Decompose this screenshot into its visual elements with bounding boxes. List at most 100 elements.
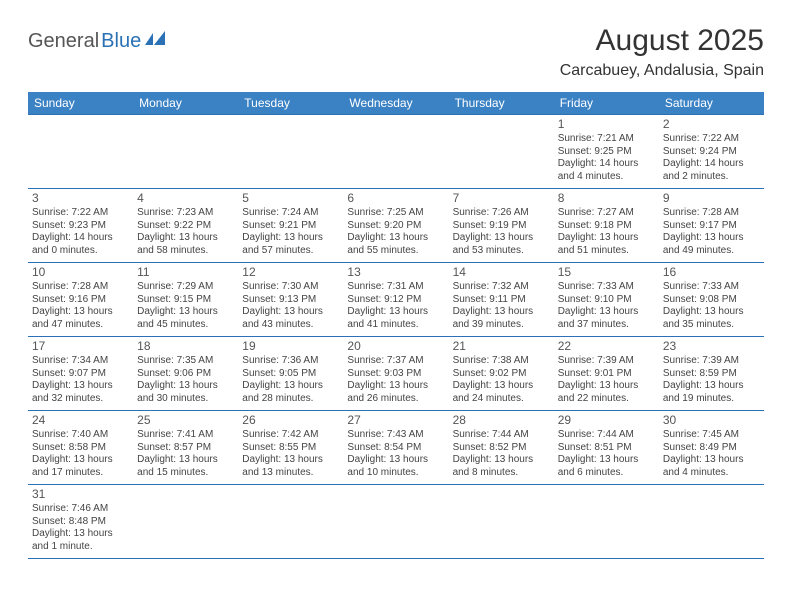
day-number: 12 bbox=[242, 265, 339, 280]
daylight-text: Daylight: 13 hours and 15 minutes. bbox=[137, 454, 234, 479]
sunset-text: Sunset: 9:19 PM bbox=[453, 220, 550, 233]
sunset-text: Sunset: 9:13 PM bbox=[242, 294, 339, 307]
daylight-text: Daylight: 13 hours and 41 minutes. bbox=[347, 306, 444, 331]
daylight-text: Daylight: 13 hours and 53 minutes. bbox=[453, 232, 550, 257]
day-number: 16 bbox=[663, 265, 760, 280]
calendar-day-cell: 22Sunrise: 7:39 AMSunset: 9:01 PMDayligh… bbox=[554, 337, 659, 411]
sunset-text: Sunset: 8:57 PM bbox=[137, 442, 234, 455]
daylight-text: Daylight: 13 hours and 39 minutes. bbox=[453, 306, 550, 331]
sunset-text: Sunset: 9:08 PM bbox=[663, 294, 760, 307]
sunset-text: Sunset: 8:59 PM bbox=[663, 368, 760, 381]
calendar-day-cell bbox=[133, 115, 238, 189]
sunset-text: Sunset: 9:24 PM bbox=[663, 146, 760, 159]
sunrise-text: Sunrise: 7:44 AM bbox=[558, 429, 655, 442]
sunset-text: Sunset: 9:15 PM bbox=[137, 294, 234, 307]
day-number: 6 bbox=[347, 191, 444, 206]
calendar-week-row: 10Sunrise: 7:28 AMSunset: 9:16 PMDayligh… bbox=[28, 263, 764, 337]
sunrise-text: Sunrise: 7:23 AM bbox=[137, 207, 234, 220]
sunrise-text: Sunrise: 7:45 AM bbox=[663, 429, 760, 442]
daylight-text: Daylight: 14 hours and 4 minutes. bbox=[558, 158, 655, 183]
calendar-day-cell: 30Sunrise: 7:45 AMSunset: 8:49 PMDayligh… bbox=[659, 411, 764, 485]
day-number: 22 bbox=[558, 339, 655, 354]
month-title: August 2025 bbox=[560, 24, 764, 58]
logo: General Blue bbox=[28, 30, 167, 53]
calendar-day-cell: 14Sunrise: 7:32 AMSunset: 9:11 PMDayligh… bbox=[449, 263, 554, 337]
sunrise-text: Sunrise: 7:35 AM bbox=[137, 355, 234, 368]
daylight-text: Daylight: 13 hours and 1 minute. bbox=[32, 528, 129, 553]
day-number: 19 bbox=[242, 339, 339, 354]
calendar-day-cell: 6Sunrise: 7:25 AMSunset: 9:20 PMDaylight… bbox=[343, 189, 448, 263]
daylight-text: Daylight: 13 hours and 10 minutes. bbox=[347, 454, 444, 479]
day-number: 11 bbox=[137, 265, 234, 280]
sunrise-text: Sunrise: 7:22 AM bbox=[663, 133, 760, 146]
day-number: 3 bbox=[32, 191, 129, 206]
logo-text-blue: Blue bbox=[101, 30, 141, 53]
sunset-text: Sunset: 9:03 PM bbox=[347, 368, 444, 381]
day-number: 23 bbox=[663, 339, 760, 354]
sunset-text: Sunset: 9:25 PM bbox=[558, 146, 655, 159]
sunset-text: Sunset: 9:20 PM bbox=[347, 220, 444, 233]
weekday-header: Thursday bbox=[449, 92, 554, 115]
calendar-day-cell: 29Sunrise: 7:44 AMSunset: 8:51 PMDayligh… bbox=[554, 411, 659, 485]
day-number: 20 bbox=[347, 339, 444, 354]
daylight-text: Daylight: 13 hours and 17 minutes. bbox=[32, 454, 129, 479]
day-number: 25 bbox=[137, 413, 234, 428]
weekday-header: Friday bbox=[554, 92, 659, 115]
calendar-day-cell bbox=[238, 115, 343, 189]
calendar-week-row: 31Sunrise: 7:46 AMSunset: 8:48 PMDayligh… bbox=[28, 485, 764, 559]
calendar-day-cell bbox=[238, 485, 343, 559]
logo-text-general: General bbox=[28, 30, 99, 53]
daylight-text: Daylight: 13 hours and 51 minutes. bbox=[558, 232, 655, 257]
calendar-day-cell: 7Sunrise: 7:26 AMSunset: 9:19 PMDaylight… bbox=[449, 189, 554, 263]
day-number: 28 bbox=[453, 413, 550, 428]
sunset-text: Sunset: 9:22 PM bbox=[137, 220, 234, 233]
daylight-text: Daylight: 13 hours and 47 minutes. bbox=[32, 306, 129, 331]
sunrise-text: Sunrise: 7:28 AM bbox=[32, 281, 129, 294]
sunset-text: Sunset: 9:17 PM bbox=[663, 220, 760, 233]
day-number: 30 bbox=[663, 413, 760, 428]
calendar-day-cell: 21Sunrise: 7:38 AMSunset: 9:02 PMDayligh… bbox=[449, 337, 554, 411]
calendar-day-cell: 13Sunrise: 7:31 AMSunset: 9:12 PMDayligh… bbox=[343, 263, 448, 337]
sunrise-text: Sunrise: 7:24 AM bbox=[242, 207, 339, 220]
sunset-text: Sunset: 8:54 PM bbox=[347, 442, 444, 455]
sunset-text: Sunset: 9:10 PM bbox=[558, 294, 655, 307]
sunrise-text: Sunrise: 7:29 AM bbox=[137, 281, 234, 294]
daylight-text: Daylight: 13 hours and 45 minutes. bbox=[137, 306, 234, 331]
calendar-day-cell: 25Sunrise: 7:41 AMSunset: 8:57 PMDayligh… bbox=[133, 411, 238, 485]
sunrise-text: Sunrise: 7:37 AM bbox=[347, 355, 444, 368]
sunrise-text: Sunrise: 7:43 AM bbox=[347, 429, 444, 442]
sunset-text: Sunset: 9:18 PM bbox=[558, 220, 655, 233]
calendar-day-cell bbox=[449, 485, 554, 559]
sunset-text: Sunset: 9:07 PM bbox=[32, 368, 129, 381]
calendar-day-cell: 28Sunrise: 7:44 AMSunset: 8:52 PMDayligh… bbox=[449, 411, 554, 485]
sunset-text: Sunset: 9:23 PM bbox=[32, 220, 129, 233]
daylight-text: Daylight: 13 hours and 8 minutes. bbox=[453, 454, 550, 479]
day-number: 13 bbox=[347, 265, 444, 280]
sunrise-text: Sunrise: 7:33 AM bbox=[663, 281, 760, 294]
daylight-text: Daylight: 13 hours and 32 minutes. bbox=[32, 380, 129, 405]
calendar-day-cell: 2Sunrise: 7:22 AMSunset: 9:24 PMDaylight… bbox=[659, 115, 764, 189]
calendar-day-cell: 4Sunrise: 7:23 AMSunset: 9:22 PMDaylight… bbox=[133, 189, 238, 263]
day-number: 8 bbox=[558, 191, 655, 206]
daylight-text: Daylight: 13 hours and 26 minutes. bbox=[347, 380, 444, 405]
sunrise-text: Sunrise: 7:31 AM bbox=[347, 281, 444, 294]
calendar-day-cell: 10Sunrise: 7:28 AMSunset: 9:16 PMDayligh… bbox=[28, 263, 133, 337]
calendar-day-cell: 16Sunrise: 7:33 AMSunset: 9:08 PMDayligh… bbox=[659, 263, 764, 337]
day-number: 9 bbox=[663, 191, 760, 206]
day-number: 21 bbox=[453, 339, 550, 354]
calendar-day-cell: 15Sunrise: 7:33 AMSunset: 9:10 PMDayligh… bbox=[554, 263, 659, 337]
sunset-text: Sunset: 9:11 PM bbox=[453, 294, 550, 307]
weekday-header: Saturday bbox=[659, 92, 764, 115]
calendar-day-cell: 11Sunrise: 7:29 AMSunset: 9:15 PMDayligh… bbox=[133, 263, 238, 337]
daylight-text: Daylight: 13 hours and 28 minutes. bbox=[242, 380, 339, 405]
sunrise-text: Sunrise: 7:39 AM bbox=[663, 355, 760, 368]
daylight-text: Daylight: 13 hours and 57 minutes. bbox=[242, 232, 339, 257]
calendar-day-cell: 5Sunrise: 7:24 AMSunset: 9:21 PMDaylight… bbox=[238, 189, 343, 263]
sunrise-text: Sunrise: 7:27 AM bbox=[558, 207, 655, 220]
sunset-text: Sunset: 9:02 PM bbox=[453, 368, 550, 381]
weekday-header-row: SundayMondayTuesdayWednesdayThursdayFrid… bbox=[28, 92, 764, 115]
sunrise-text: Sunrise: 7:33 AM bbox=[558, 281, 655, 294]
weekday-header: Sunday bbox=[28, 92, 133, 115]
sunrise-text: Sunrise: 7:39 AM bbox=[558, 355, 655, 368]
day-number: 24 bbox=[32, 413, 129, 428]
